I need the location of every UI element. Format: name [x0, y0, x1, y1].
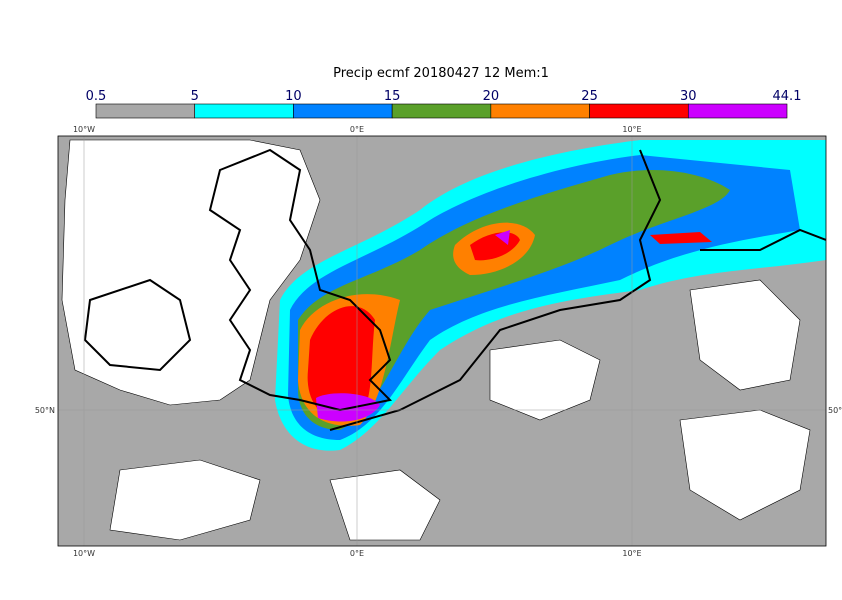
precip-blue	[288, 155, 800, 440]
lon-label: 10°W	[73, 549, 95, 558]
lon-label: 0°E	[350, 549, 364, 558]
lon-label: 10°E	[622, 125, 641, 134]
lon-label: 10°W	[73, 125, 95, 134]
colorbar-segment	[687, 103, 788, 119]
colorbar-label: 30	[680, 89, 697, 104]
colorbar-segment	[391, 103, 492, 119]
colorbar-label: 44.1	[773, 89, 802, 104]
colorbar-label: 20	[483, 89, 500, 104]
colorbar: 0.5 5 10 15 20 25 30 44.1	[86, 89, 802, 119]
colorbar-segment	[589, 103, 689, 119]
title: Precip ecmf 20180427 12 Mem:1	[333, 66, 549, 81]
coastline	[83, 148, 826, 431]
lat-label: 50°N	[35, 406, 55, 415]
graticule	[58, 136, 826, 546]
precip-red	[307, 306, 375, 421]
map-frame	[57, 135, 827, 547]
precip-red	[650, 232, 712, 244]
colorbar-label: 25	[581, 89, 598, 104]
colorbar-label: 10	[285, 89, 302, 104]
lat-label: 50°N	[828, 406, 842, 415]
colorbar-label: 0.5	[86, 89, 107, 104]
lon-label: 10°E	[622, 549, 641, 558]
colorbar-label: 5	[191, 89, 199, 104]
colorbar-segment	[490, 103, 590, 119]
precip-magenta	[495, 230, 510, 245]
precip-green	[298, 170, 730, 430]
map-field	[58, 136, 826, 546]
lon-label: 0°E	[350, 125, 364, 134]
colorbar-segment	[95, 103, 196, 119]
dry-areas	[61, 139, 811, 541]
colorbar-segment	[194, 103, 294, 119]
colorbar-label: 15	[384, 89, 401, 104]
colorbar-segment	[293, 103, 393, 119]
